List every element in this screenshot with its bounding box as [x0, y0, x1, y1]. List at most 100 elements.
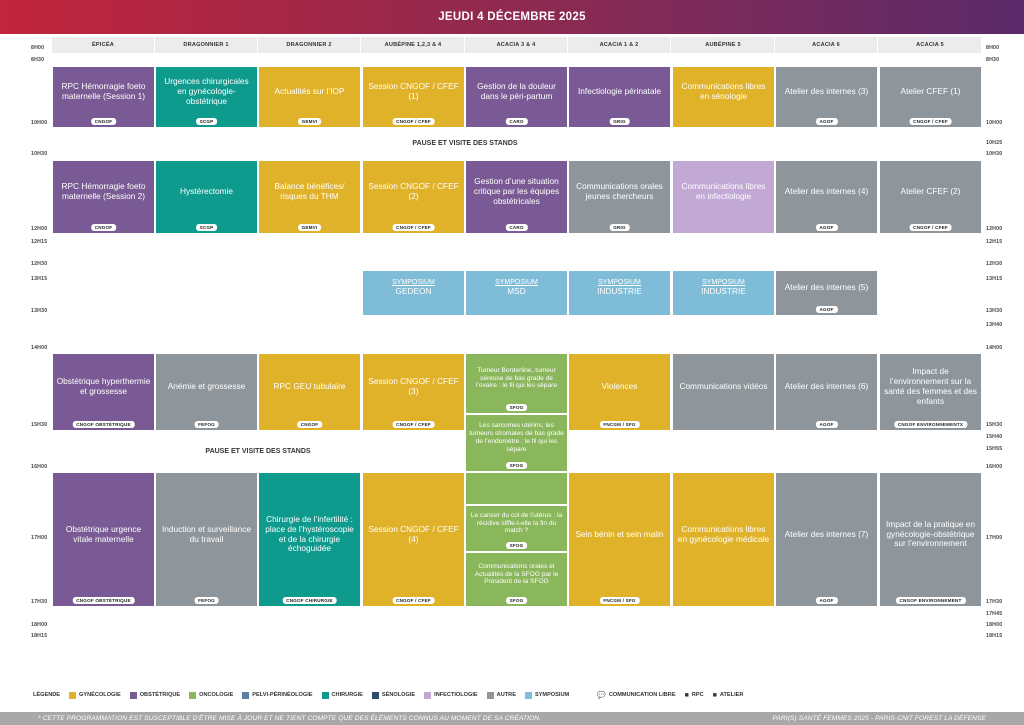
session-block[interactable]: RPC Hémorragie foeto maternelle (Session… [52, 66, 155, 128]
session-block[interactable]: Balance bénéfices/ risques du THM GEMVI [258, 160, 361, 234]
session-title: SYMPOSIUM MSD [495, 278, 538, 297]
session-block[interactable]: Gestion d’une situation critique par les… [465, 160, 568, 234]
time-label: 8H00 [31, 45, 45, 51]
time-label: 10H00 [31, 120, 48, 126]
organizer-badge: CNGOF [296, 421, 323, 428]
time-label: 13H15 [31, 276, 48, 282]
session-block[interactable]: SYMPOSIUM INDUSTRIE [568, 270, 671, 316]
session-block[interactable]: Infectiologie périnatale GRIG [568, 66, 671, 128]
room-header: AUBÉPINE 1,2,3 & 4 [362, 37, 465, 53]
session-block[interactable]: Gestion de la douleur dans le péri-partu… [465, 66, 568, 128]
organizer-badge: FEFOG [194, 421, 219, 428]
session-block[interactable]: Communications libres en gynécologie méd… [672, 472, 775, 607]
session-block[interactable]: RPC Hémorragie foeto maternelle (Session… [52, 160, 155, 234]
time-label: 13H40 [986, 322, 1003, 328]
session-block[interactable]: Chirurgie de l’infertilité : place de l’… [258, 472, 361, 607]
session-title: SYMPOSIUM INDUSTRIE [701, 278, 746, 297]
session-block[interactable]: Atelier CFEF (1) CNGOF / CFEF [879, 66, 982, 128]
time-label: 10H00 [986, 120, 1003, 126]
session-block[interactable]: Violences FNCGM / SFG [568, 353, 671, 431]
room-header: DRAGONNIER 2 [258, 37, 361, 53]
time-label: 15H30 [986, 422, 1003, 428]
session-block[interactable]: Atelier des internes (3) AGOF [775, 66, 878, 128]
session-block[interactable]: Atelier des internes (7) AGOF [775, 472, 878, 607]
session-block[interactable]: Communications libres en sénologie [672, 66, 775, 128]
briefcase-icon: ■ [712, 691, 717, 699]
session-block[interactable]: SYMPOSIUM INDUSTRIE [672, 270, 775, 316]
session-block[interactable]: Atelier des internes (4) AGOF [775, 160, 878, 234]
session-block[interactable]: Communications libres en infectiologie [672, 160, 775, 234]
session-block[interactable]: Les sarcomes utérins, les tumeurs stroma… [465, 414, 568, 472]
organizer-badge: SCGP [195, 118, 218, 125]
organizer-badge: AGOF [815, 224, 838, 231]
session-title: Session CNGOF / CFEF (4) [368, 523, 459, 544]
session-block[interactable]: Session CNGOF / CFEF (2) CNGOF / CFEF [362, 160, 465, 234]
session-block[interactable]: RPC GEU tubulaire CNGOF [258, 353, 361, 431]
session-block[interactable]: Communications orales jeunes chercheurs G… [568, 160, 671, 234]
session-block[interactable]: Communications vidéos [672, 353, 775, 431]
session-block[interactable]: Session CNGOF / CFEF (1) CNGOF / CFEF [362, 66, 465, 128]
session-block[interactable]: Impact de la pratique en gynécologie-obs… [879, 472, 982, 607]
session-title: Balance bénéfices/ risques du THM [274, 181, 345, 201]
organizer-badge: CNGOF / CFEF [392, 421, 435, 428]
session-block[interactable]: Hystérectomie SCGP [155, 160, 258, 234]
time-label: 8H00 [986, 45, 1000, 51]
time-label: 18H15 [986, 633, 1003, 639]
session-block[interactable]: Le cancer du col de l’utérus : la récidi… [465, 505, 568, 552]
session-title: Violences [601, 381, 638, 392]
legend-swatch [486, 691, 494, 699]
session-block[interactable]: Obstétrique hyperthermie et grossesse CNG… [52, 353, 155, 431]
session-block[interactable]: Induction et surveillance du travail FEFO… [155, 472, 258, 607]
session-title: Obstétrique urgence vitale maternelle [65, 523, 142, 544]
session-block[interactable]: Atelier CFEF (2) CNGOF / CFEF [879, 160, 982, 234]
time-label: 10H30 [31, 151, 48, 157]
time-label: 16H00 [31, 464, 48, 470]
session-block[interactable]: Communications orales et Actualités de l… [465, 552, 568, 607]
session-title: Session CNGOF / CFEF (3) [368, 376, 459, 396]
organizer-badge: GEMVI [297, 224, 322, 231]
session-block[interactable]: Atelier des internes (6) AGOF [775, 353, 878, 431]
legend-swatch [524, 691, 532, 699]
time-label: 18H00 [31, 622, 48, 628]
session-title: Communications libres en gynécologie méd… [677, 523, 770, 544]
session-block[interactable]: Urgences chirurgicales en gynécologie-ob… [155, 66, 258, 128]
room-header: ACACIA 3 & 4 [465, 37, 568, 53]
footer-event-name: PARI(S) SANTÉ FEMMES 2025 - PARIS-CNIT F… [772, 715, 986, 722]
session-title: RPC Hémorragie foeto maternelle (Session… [61, 181, 146, 201]
time-label: 17H30 [31, 599, 48, 605]
time-label: 14H00 [986, 345, 1003, 351]
session-title: Communications vidéos [679, 381, 768, 392]
session-title: Tumeur Borderline, tumeur séreuse de bas… [476, 366, 557, 390]
session-block[interactable]: Session CNGOF / CFEF (3) CNGOF / CFEF [362, 353, 465, 431]
room-header: AUBÉPINE 5 [672, 37, 775, 53]
session-title: SYMPOSIUM INDUSTRIE [597, 278, 642, 297]
session-block[interactable]: Tumeur Borderline, tumeur séreuse de bas… [465, 353, 568, 414]
session-block[interactable]: SYMPOSIUM GEDEON [362, 270, 465, 316]
session-block[interactable]: Session CNGOF / CFEF (4) CNGOF / CFEF [362, 472, 465, 607]
legend: LÉGENDE GYNÉCOLOGIE OBSTÉTRIQUE ONCOLOGIE P… [33, 689, 743, 701]
time-label: 15H55 [986, 446, 1003, 452]
session-block[interactable]: SYMPOSIUM MSD [465, 270, 568, 316]
organizer-badge: CNGOF / CFEF [392, 224, 435, 231]
room-header: ÉPICÉA [52, 37, 155, 53]
footer-disclaimer: * CETTE PROGRAMMATION EST SUSCEPTIBLE D’… [38, 715, 542, 722]
session-block[interactable]: Atelier des internes (5) AGOF [775, 270, 878, 316]
session-title: Communications orales jeunes chercheurs [576, 181, 663, 201]
session-block[interactable]: Actualités sur l’IOP GEMVI [258, 66, 361, 128]
session-block[interactable]: Anémie et grossesse FEFOG [155, 353, 258, 431]
legend-item: SYMPOSIUM [524, 691, 569, 699]
organizer-badge: CNGOF OBSTÉTRIQUE [72, 421, 135, 428]
session-title: Impact de la pratique en gynécologie-obs… [885, 518, 976, 549]
session-title: Communications libres en infectiologie [681, 181, 766, 201]
page-header-banner: JEUDI 4 DÉCEMBRE 2025 [0, 0, 1024, 34]
session-block[interactable]: Obstétrique urgence vitale maternelle CNG… [52, 472, 155, 607]
room-header: ACACIA 5 [879, 37, 982, 53]
session-block[interactable]: Impact de l’environnement sur la santé d… [879, 353, 982, 431]
organizer-badge: CNGOF / CFEF [909, 224, 952, 231]
organizer-badge: SCGP [195, 224, 218, 231]
speech-bubbles-icon: 💬 [597, 692, 606, 699]
legend-swatch [371, 691, 379, 699]
session-block[interactable]: Sein bénin et sein malin FNCGM / SFG [568, 472, 671, 607]
organizer-badge: FNCGM / SFG [599, 597, 640, 604]
organizer-badge: AGOF [815, 597, 838, 604]
